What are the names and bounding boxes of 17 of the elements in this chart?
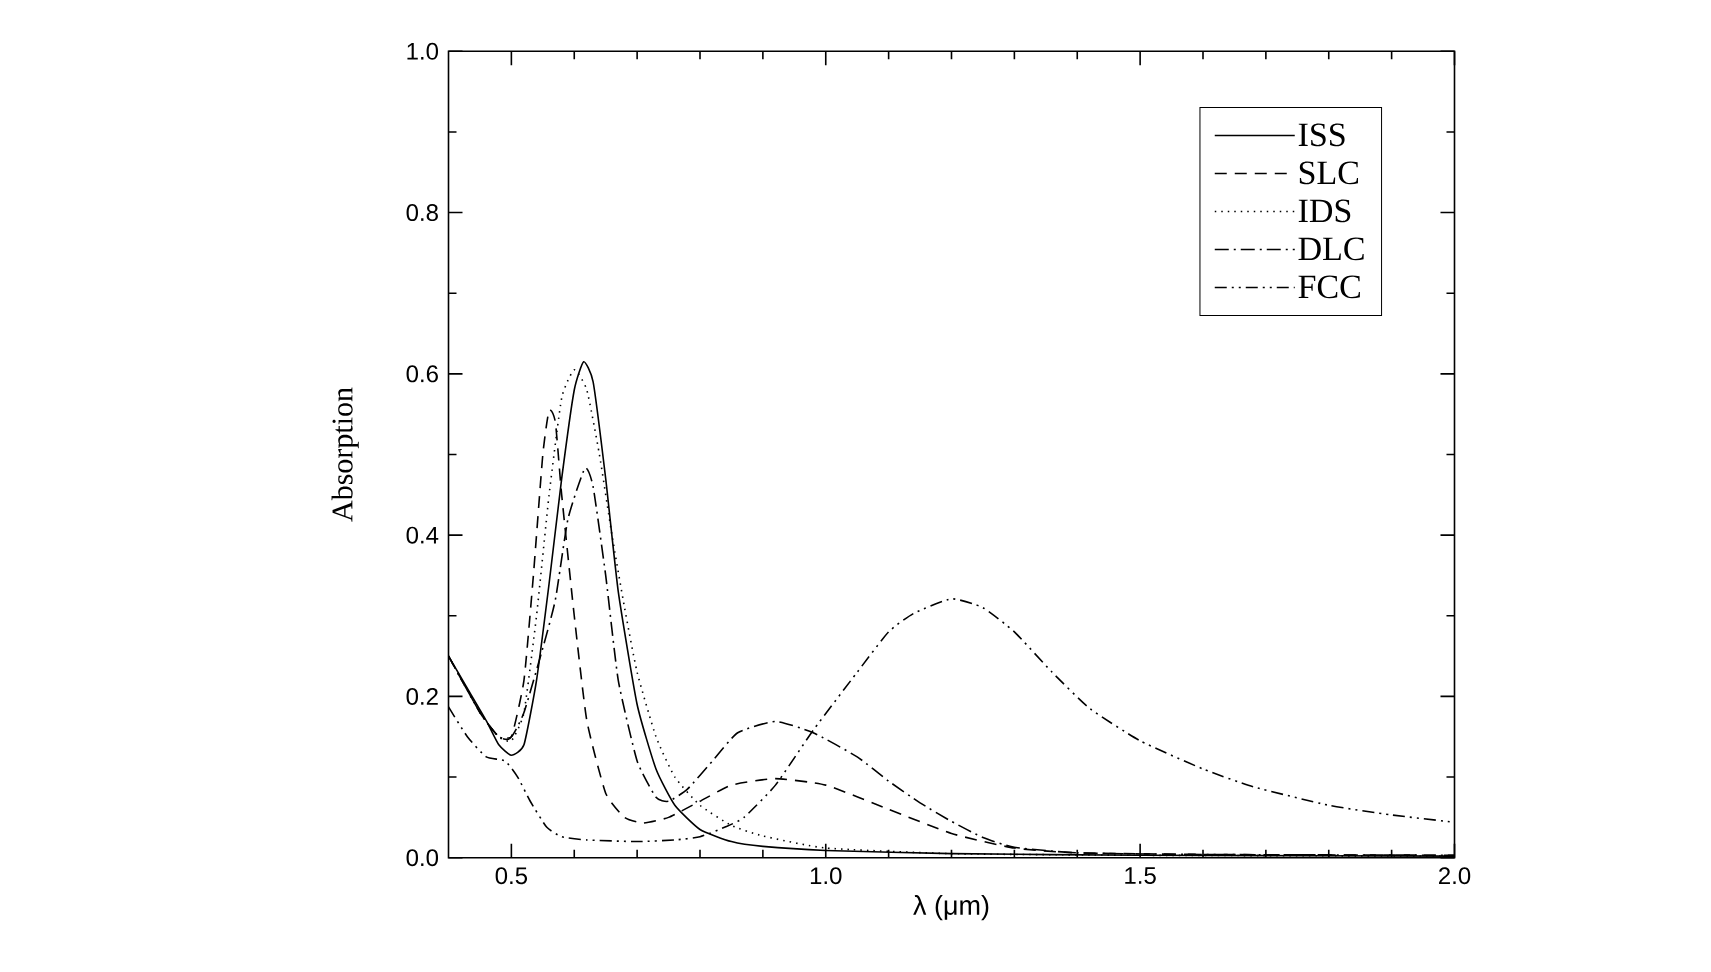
x-tick-label: 0.5: [495, 867, 528, 885]
y-tick-label: 0.0: [406, 849, 439, 867]
y-tick-label: 0.2: [406, 687, 438, 705]
x-tick-label: 2.0: [1439, 867, 1471, 885]
x-axis-title: λ (μm): [913, 895, 989, 921]
y-tick-label: 0.6: [406, 365, 438, 383]
y-tick-label: 1.0: [407, 42, 439, 60]
legend-label: FCC: [1298, 275, 1360, 299]
y-tick-label: 0.4: [406, 526, 439, 544]
legend-label: DLC: [1298, 237, 1364, 261]
y-tick-label: 0.8: [406, 204, 438, 222]
legend-label: IDS: [1298, 199, 1351, 223]
y-axis-title: Absorption: [331, 387, 359, 522]
x-tick-label: 1.5: [1125, 867, 1156, 884]
legend-label: SLC: [1299, 161, 1359, 185]
x-tick-label: 1.0: [810, 867, 842, 885]
legend-label: ISS: [1298, 123, 1345, 147]
